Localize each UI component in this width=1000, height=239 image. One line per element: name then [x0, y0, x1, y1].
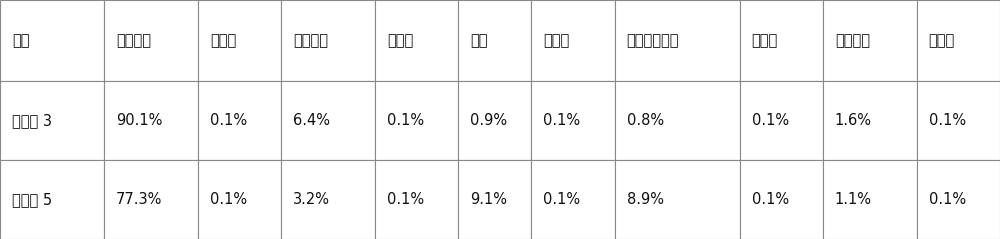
Text: 实施例 3: 实施例 3	[12, 113, 52, 128]
Text: 9.1%: 9.1%	[470, 192, 507, 207]
Text: 标准差: 标准差	[387, 33, 413, 48]
Bar	[198, 0, 281, 81]
Text: 0.1%: 0.1%	[752, 192, 789, 207]
Text: 0.1%: 0.1%	[210, 192, 247, 207]
Bar	[917, 160, 1000, 239]
Bar	[458, 0, 531, 81]
Text: 1.6%: 1.6%	[835, 113, 872, 128]
Text: 0.1%: 0.1%	[929, 113, 966, 128]
Bar	[823, 0, 917, 81]
Text: 蔗糖单酯: 蔗糖单酯	[116, 33, 151, 48]
Bar	[740, 0, 823, 81]
Text: 标准差: 标准差	[752, 33, 778, 48]
Bar	[281, 0, 375, 81]
Text: 标准差: 标准差	[210, 33, 236, 48]
Bar	[615, 160, 740, 239]
Text: 0.1%: 0.1%	[387, 192, 424, 207]
Bar	[823, 160, 917, 239]
Text: 蔗糖多酯: 蔗糖多酯	[835, 33, 870, 48]
Bar	[531, 160, 615, 239]
Text: 蔗糖: 蔗糖	[470, 33, 488, 48]
Text: 蔗糖二酯: 蔗糖二酯	[293, 33, 328, 48]
Bar	[281, 160, 375, 239]
Text: 0.1%: 0.1%	[387, 113, 424, 128]
Text: 6.4%: 6.4%	[293, 113, 330, 128]
Text: 8.9%: 8.9%	[627, 192, 664, 207]
Bar	[740, 160, 823, 239]
Text: 77.3%: 77.3%	[116, 192, 163, 207]
Bar	[198, 81, 281, 160]
Bar	[740, 81, 823, 160]
Bar	[104, 160, 198, 239]
Text: 1.1%: 1.1%	[835, 192, 872, 207]
Text: 标准差: 标准差	[543, 33, 570, 48]
Bar	[198, 160, 281, 239]
Bar	[375, 160, 458, 239]
Text: 0.1%: 0.1%	[543, 192, 580, 207]
Bar	[0, 0, 104, 81]
Text: 0.8%: 0.8%	[627, 113, 664, 128]
Bar	[104, 81, 198, 160]
Bar	[917, 81, 1000, 160]
Text: 0.1%: 0.1%	[543, 113, 580, 128]
Bar	[375, 81, 458, 160]
Text: 组别: 组别	[12, 33, 30, 48]
Text: 实施例 5: 实施例 5	[12, 192, 52, 207]
Text: 标准差: 标准差	[929, 33, 955, 48]
Bar	[104, 0, 198, 81]
Bar	[615, 81, 740, 160]
Text: 0.1%: 0.1%	[210, 113, 247, 128]
Text: 0.9%: 0.9%	[470, 113, 507, 128]
Bar	[458, 160, 531, 239]
Bar	[0, 160, 104, 239]
Bar	[0, 81, 104, 160]
Bar	[531, 81, 615, 160]
Bar	[823, 81, 917, 160]
Text: 90.1%: 90.1%	[116, 113, 163, 128]
Bar	[615, 0, 740, 81]
Bar	[375, 0, 458, 81]
Bar	[281, 81, 375, 160]
Text: 0.1%: 0.1%	[929, 192, 966, 207]
Bar	[531, 0, 615, 81]
Bar	[917, 0, 1000, 81]
Text: 3.2%: 3.2%	[293, 192, 330, 207]
Text: 高级脂肪酸酯: 高级脂肪酸酯	[627, 33, 679, 48]
Bar	[458, 81, 531, 160]
Text: 0.1%: 0.1%	[752, 113, 789, 128]
